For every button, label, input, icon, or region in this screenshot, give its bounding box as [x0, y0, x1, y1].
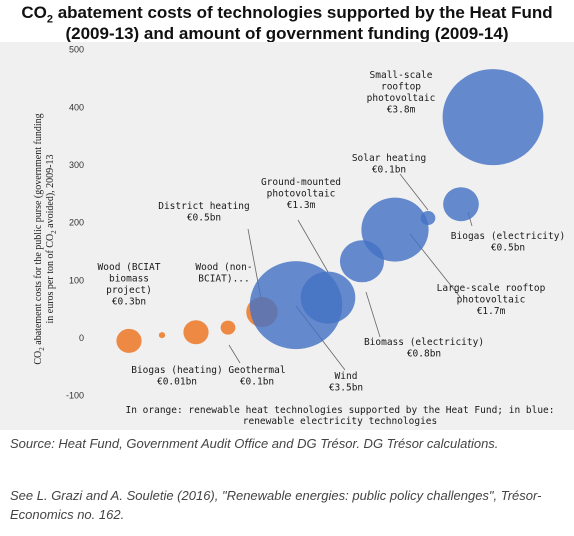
bubble-label-line: €3.5bn: [329, 383, 363, 394]
connector-line: [228, 344, 241, 364]
bubble-label-line: €1.3m: [287, 200, 316, 211]
bubble-label-line: BCIAT)...: [198, 274, 249, 285]
bubble-label: Biogas (electricity) €0.5bn: [451, 231, 565, 254]
bubble-label-line: Geothermal: [228, 365, 285, 376]
bubble-label-line: Ground-mounted: [261, 177, 341, 188]
bubble-label: Biogas (heating) €0.01bn: [131, 365, 223, 388]
bubble-label-line: photovoltaic: [367, 93, 436, 104]
bubble-label: Wind €3.5bn: [329, 371, 363, 394]
y-axis-label-line-1: CO2 abatement costs for the public purse…: [33, 113, 46, 364]
bubble-label: Solar heating €0.1bn: [352, 153, 426, 176]
bubble-ground-mounted-photovoltaic: [300, 271, 356, 324]
bubble-label: Wood (non-BCIAT)...: [195, 262, 252, 285]
bubble-label-line: Wind: [335, 371, 358, 382]
bubble-label-line: Biogas (electricity): [451, 231, 565, 242]
y-tick-label: 400: [69, 102, 84, 112]
bubble-solar-heating: [420, 211, 436, 226]
bubble-label-line: €0.5bn: [491, 243, 525, 254]
bubble-label-line: project): [106, 285, 152, 296]
bubble-label-line: €0.1bn: [240, 377, 274, 388]
reference-note: See L. Grazi and A. Souletie (2016), "Re…: [10, 488, 542, 522]
connector-line: [297, 219, 329, 273]
bubble-label-line: Wood (non-: [195, 262, 252, 273]
bubble-label-line: biomass: [109, 274, 149, 285]
bubble-chart: CO2 abatement costs for the public purse…: [33, 45, 565, 427]
y-tick-label: 100: [69, 275, 84, 285]
y-tick-label: 300: [69, 160, 84, 170]
bubble-label: Small-scale rooftop photovoltaic €3.8m: [367, 70, 436, 116]
bubble-label: Large-scale rooftop photovoltaic €1.7m: [437, 283, 546, 317]
bubble-label-line: €0.8bn: [407, 349, 441, 360]
bubble-wood-bciat-biomass-project: [116, 328, 142, 353]
bubble-label-line: €0.5bn: [187, 213, 221, 224]
annotation-line-2: renewable electricity technologies: [243, 416, 437, 427]
bubble-label-line: Biogas (heating): [131, 365, 223, 376]
y-tick-label: -100: [66, 391, 84, 401]
bubble-label-line: €3.8m: [387, 105, 416, 116]
bubble-label-line: €0.1bn: [372, 165, 406, 176]
bubble-small-scale-rooftop-photovoltaic: [442, 69, 544, 166]
connector-line: [399, 173, 429, 211]
bubble-large-scale-rooftop-photovoltaic: [361, 197, 429, 262]
bubble-label: Wood (BCIAT biomass project) €0.3bn: [98, 262, 161, 308]
y-axis-label: CO2 abatement costs for the public purse…: [33, 113, 58, 364]
bubble-label: Biomass (electricity) €0.8bn: [364, 337, 484, 360]
bubble-label-line: €1.7m: [477, 306, 506, 317]
y-tick-label: 0: [79, 333, 84, 343]
bubble-biogas-heating: [158, 332, 166, 339]
bubble-label: Ground-mounted photovoltaic €1.3m: [261, 177, 341, 211]
bubble-label-line: €0.01bn: [157, 377, 197, 388]
bubble-label-line: Wood (BCIAT: [98, 262, 161, 273]
connector-line: [365, 291, 381, 338]
bubble-label: District heating €0.5bn: [158, 201, 250, 224]
bubble-label-line: Small-scale: [370, 70, 433, 81]
bubble-geothermal: [220, 320, 236, 335]
y-axis-label-line-2: in euros per ton of CO2 avoided), 2009-1…: [45, 154, 58, 323]
bubble-label-line: €0.3bn: [112, 297, 146, 308]
bubble-label-line: photovoltaic: [267, 189, 336, 200]
annotation-line-1: In orange: renewable heat technologies s…: [126, 405, 555, 416]
bubble-label: Geothermal €0.1bn: [228, 365, 285, 388]
chart-annotation: In orange: renewable heat technologies s…: [126, 405, 555, 427]
y-tick-label: 200: [69, 218, 84, 228]
bubble-label-line: photovoltaic: [457, 295, 526, 306]
bubble-label-line: District heating: [158, 201, 250, 212]
bubble-label-line: Solar heating: [352, 153, 426, 164]
bubble-label-line: rooftop: [381, 82, 421, 93]
bubble-wood-non-bciat: [183, 320, 209, 345]
bubble-biogas-electricity: [443, 187, 479, 222]
chart-area: CO2 abatement costs for the public purse…: [0, 42, 574, 430]
source-note: Source: Heat Fund, Government Audit Offi…: [10, 436, 499, 451]
chart-title: CO2 abatement costs of technologies supp…: [21, 3, 553, 43]
y-tick-label: 500: [69, 45, 84, 55]
bubble-label-line: Biomass (electricity): [364, 337, 484, 348]
bubble-label-line: Large-scale rooftop: [437, 283, 546, 294]
